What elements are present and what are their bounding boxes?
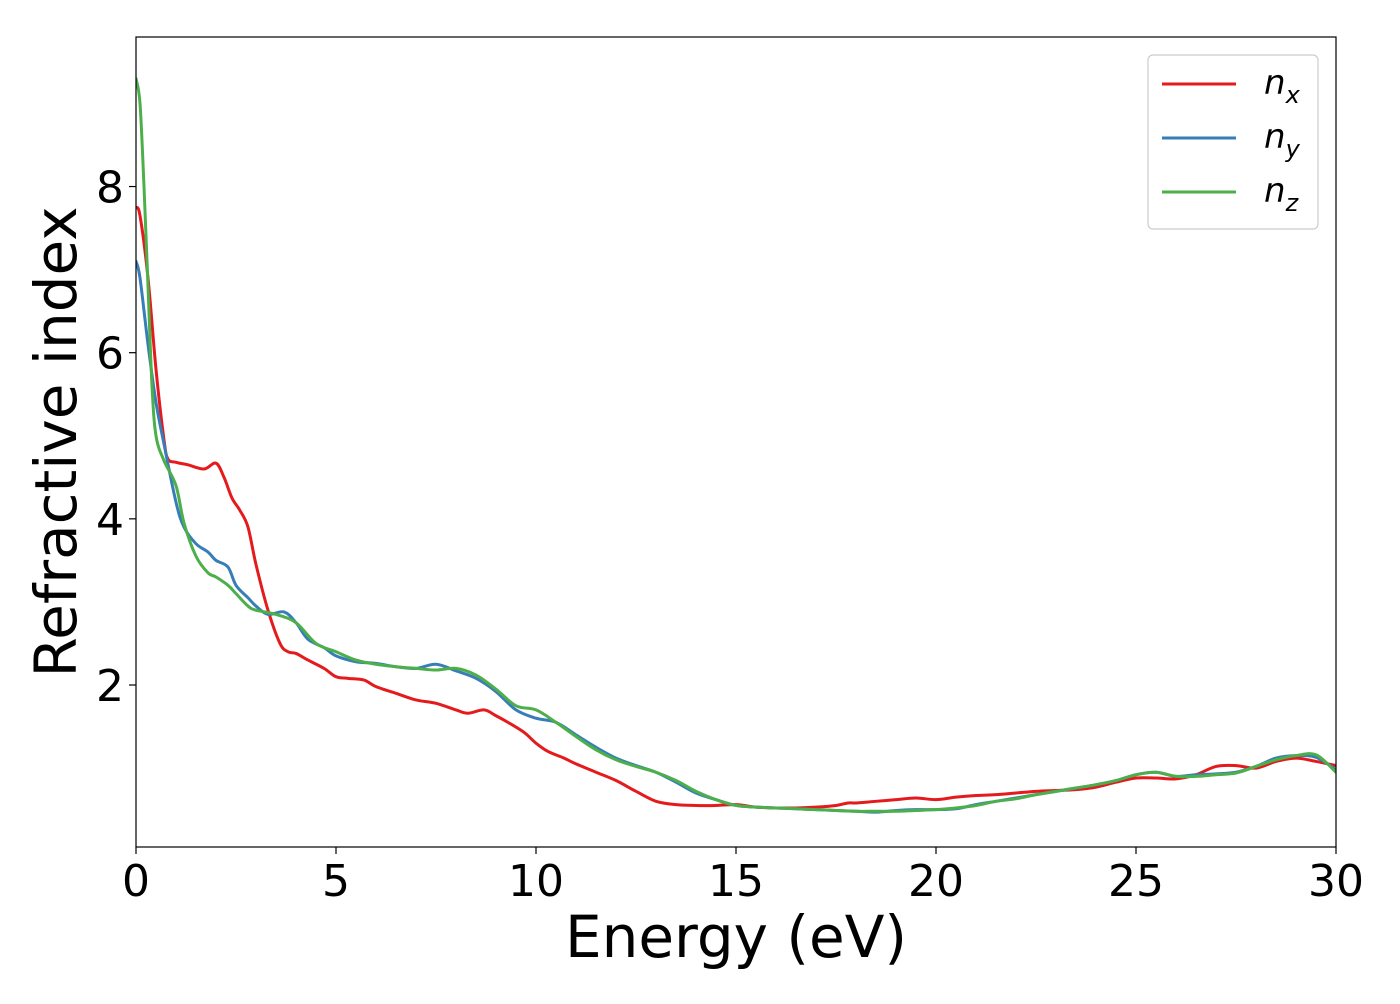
legend-label-base: n bbox=[1264, 171, 1286, 211]
x-axis-title: Energy (eV) bbox=[565, 903, 907, 971]
legend-label-x: nx bbox=[1264, 63, 1301, 109]
x-axis-ticks: 0 5 10 15 20 25 30 bbox=[122, 847, 1364, 907]
series-layer bbox=[136, 77, 1336, 814]
legend-label-subscript: x bbox=[1285, 81, 1301, 109]
x-tick-label: 25 bbox=[1108, 856, 1164, 907]
legend-label-base: n bbox=[1264, 63, 1286, 103]
series-line-z bbox=[136, 77, 1336, 813]
y-tick-label: 4 bbox=[96, 495, 124, 546]
legend-label-z: nz bbox=[1264, 171, 1300, 217]
legend-box bbox=[1147, 54, 1319, 230]
series-line-y bbox=[136, 259, 1336, 814]
x-tick-label: 0 bbox=[122, 856, 150, 907]
legend-label-subscript: y bbox=[1285, 135, 1301, 163]
x-tick-label: 15 bbox=[708, 856, 764, 907]
y-tick-label: 6 bbox=[96, 329, 124, 380]
series-line-x bbox=[136, 205, 1336, 810]
x-tick-label: 5 bbox=[322, 856, 350, 907]
legend-label-subscript: z bbox=[1285, 189, 1300, 217]
x-tick-label: 20 bbox=[908, 856, 964, 907]
y-tick-label: 2 bbox=[96, 661, 124, 712]
legend-label-y: ny bbox=[1264, 117, 1301, 163]
y-tick-label: 8 bbox=[96, 163, 124, 214]
x-tick-label: 30 bbox=[1308, 856, 1364, 907]
y-axis-ticks: 2 4 6 8 bbox=[96, 163, 136, 712]
x-tick-label: 10 bbox=[508, 856, 564, 907]
legend-label-base: n bbox=[1264, 117, 1286, 157]
y-axis-title: Refractive index bbox=[22, 206, 90, 677]
